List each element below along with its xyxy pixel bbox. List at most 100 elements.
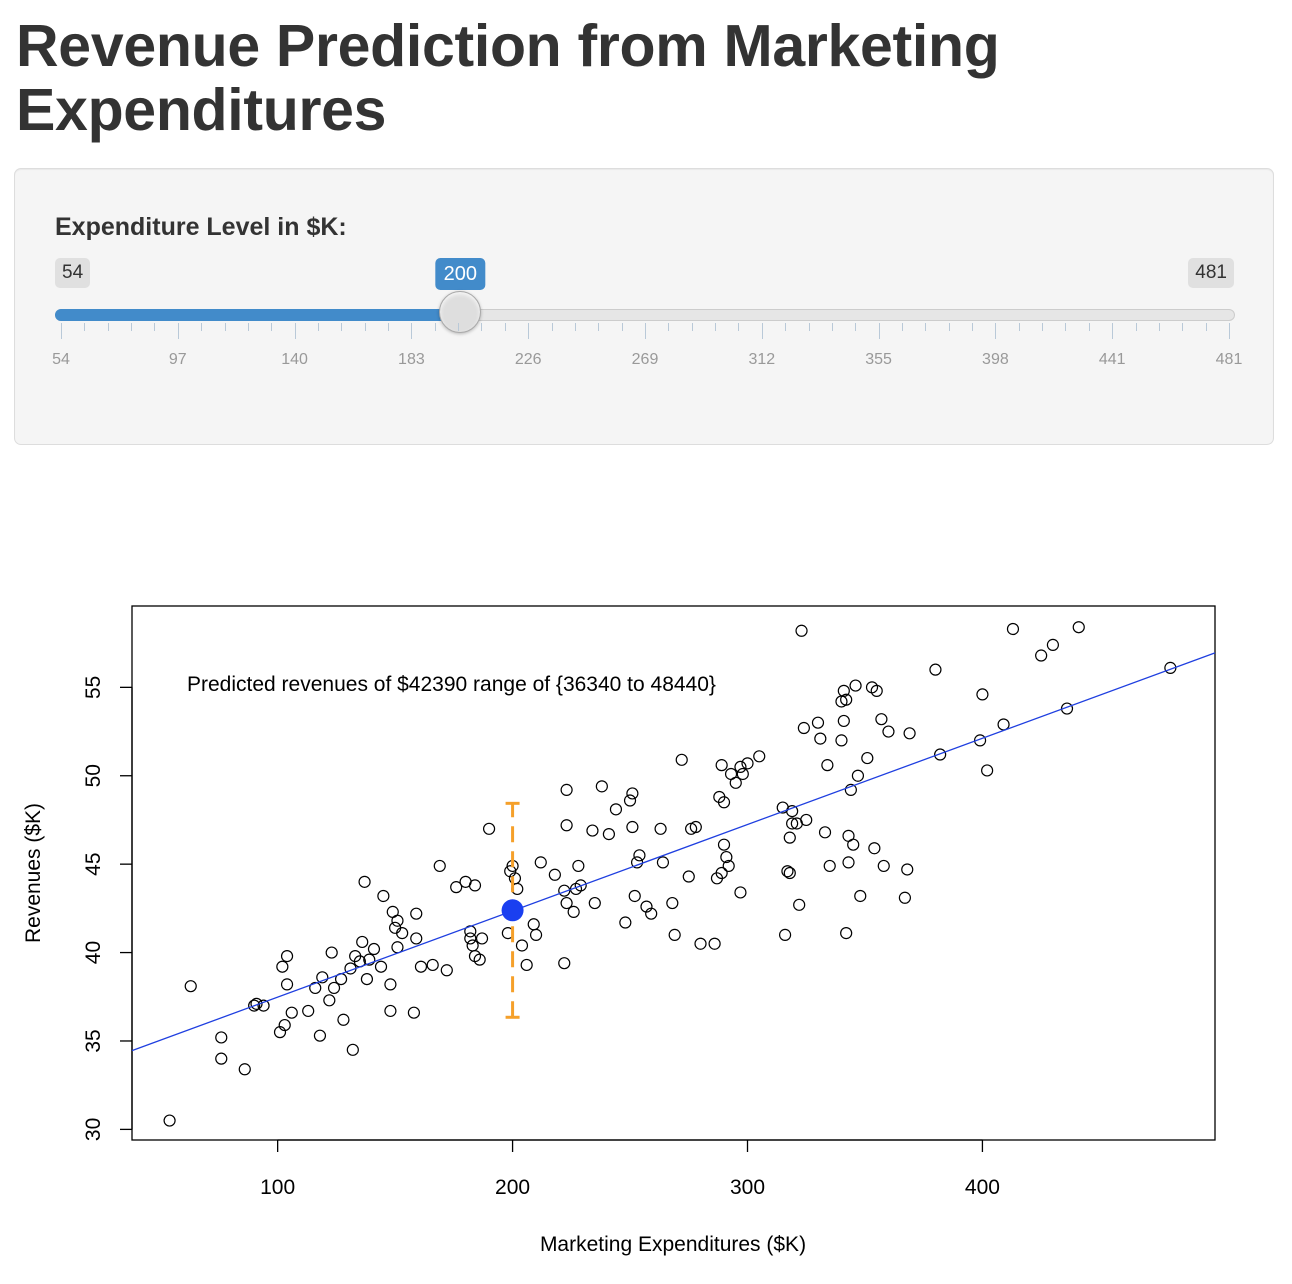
slider-minor-tick (901, 323, 903, 331)
data-point (844, 783, 857, 796)
slider-major-tick (645, 323, 646, 339)
data-point (468, 879, 482, 892)
data-point (285, 1006, 298, 1019)
data-point (558, 957, 571, 970)
data-point (250, 997, 263, 1010)
slider-major-tick (1229, 323, 1230, 339)
regression-line (131, 652, 1216, 1052)
slider-major-tick (1112, 323, 1114, 339)
data-point (602, 827, 615, 841)
prediction-annotation: Predicted revenues of $42390 range of {3… (187, 673, 716, 696)
data-point (689, 820, 702, 834)
x-tick-label: 200 (495, 1176, 530, 1199)
y-tick-label: 45 (82, 852, 105, 875)
data-point (835, 734, 848, 747)
data-point (783, 831, 796, 844)
slider-minor-tick (668, 323, 670, 331)
data-point (572, 859, 585, 873)
data-point (682, 870, 695, 883)
data-point (786, 817, 799, 830)
data-point (734, 886, 747, 899)
slider-minor-tick (948, 323, 950, 331)
slider-handle[interactable] (439, 291, 482, 333)
data-point (793, 898, 806, 911)
slider-minor-tick (224, 323, 226, 331)
data-point (729, 776, 742, 789)
slider-tick-label: 269 (631, 351, 659, 368)
data-point (475, 932, 489, 945)
data-point (997, 718, 1010, 731)
data-point (811, 716, 825, 729)
data-point (558, 884, 571, 897)
slider-major-tick (294, 323, 296, 339)
data-point (323, 994, 336, 1007)
data-point (560, 819, 573, 832)
slider-major-tick (61, 323, 62, 339)
slider-minor-tick (504, 323, 506, 331)
slider-minor-tick (785, 323, 787, 331)
data-point (898, 891, 912, 904)
data-point (633, 849, 646, 862)
data-point (391, 914, 404, 927)
slider-minor-tick (341, 323, 343, 331)
data-point (778, 928, 792, 941)
data-point (786, 805, 799, 818)
prediction-point (501, 899, 524, 922)
data-point (783, 866, 796, 880)
slider-minor-tick (1018, 323, 1020, 331)
data-point (473, 953, 486, 966)
data-point (567, 905, 580, 919)
data-point (410, 907, 423, 920)
data-point (464, 932, 477, 945)
data-point (520, 958, 533, 972)
y-tick-label: 40 (82, 941, 105, 964)
data-point (668, 928, 681, 941)
data-point (1035, 649, 1048, 662)
data-point (800, 813, 813, 827)
x-tick-label: 400 (965, 1176, 1000, 1199)
data-point (358, 875, 371, 888)
data-point (628, 889, 641, 903)
data-point (325, 946, 338, 959)
data-point (410, 932, 423, 945)
data-point (280, 978, 294, 991)
slider-tick-label: 226 (514, 351, 542, 368)
slider-minor-tick (738, 323, 740, 331)
data-point (588, 896, 601, 910)
slider-min-label: 54 (55, 258, 91, 288)
data-point (797, 721, 810, 735)
slider-minor-tick (388, 323, 390, 331)
slider-tick-label: 183 (398, 351, 425, 368)
data-point (1006, 622, 1020, 636)
slider-panel: Expenditure Level in $K: 54 481 200 54 97… (14, 168, 1274, 445)
data-point (818, 826, 832, 839)
data-point (694, 937, 707, 950)
data-point (875, 713, 888, 726)
data-point (466, 939, 479, 952)
data-point (981, 764, 994, 777)
data-point (367, 942, 381, 956)
data-point (440, 964, 453, 977)
data-point (280, 950, 294, 963)
data-point (257, 999, 270, 1012)
slider-minor-tick (317, 323, 319, 331)
data-point (626, 787, 639, 800)
slider-major-tick (995, 323, 997, 339)
data-point (302, 1004, 315, 1018)
data-point (1072, 621, 1085, 634)
data-point (609, 803, 623, 816)
data-point (184, 980, 197, 993)
data-point (840, 693, 853, 706)
slider-tick-label: 312 (748, 351, 776, 368)
data-point (868, 842, 881, 855)
data-point (560, 783, 573, 796)
slider-minor-tick (201, 323, 203, 331)
data-point (407, 1006, 421, 1019)
slider-minor-tick (621, 323, 623, 331)
data-point (823, 859, 836, 873)
slider-major-tick (177, 323, 179, 339)
slider-tick-label: 441 (1098, 351, 1126, 368)
data-point (248, 999, 261, 1012)
data-point (837, 714, 850, 728)
data-point (276, 960, 289, 973)
